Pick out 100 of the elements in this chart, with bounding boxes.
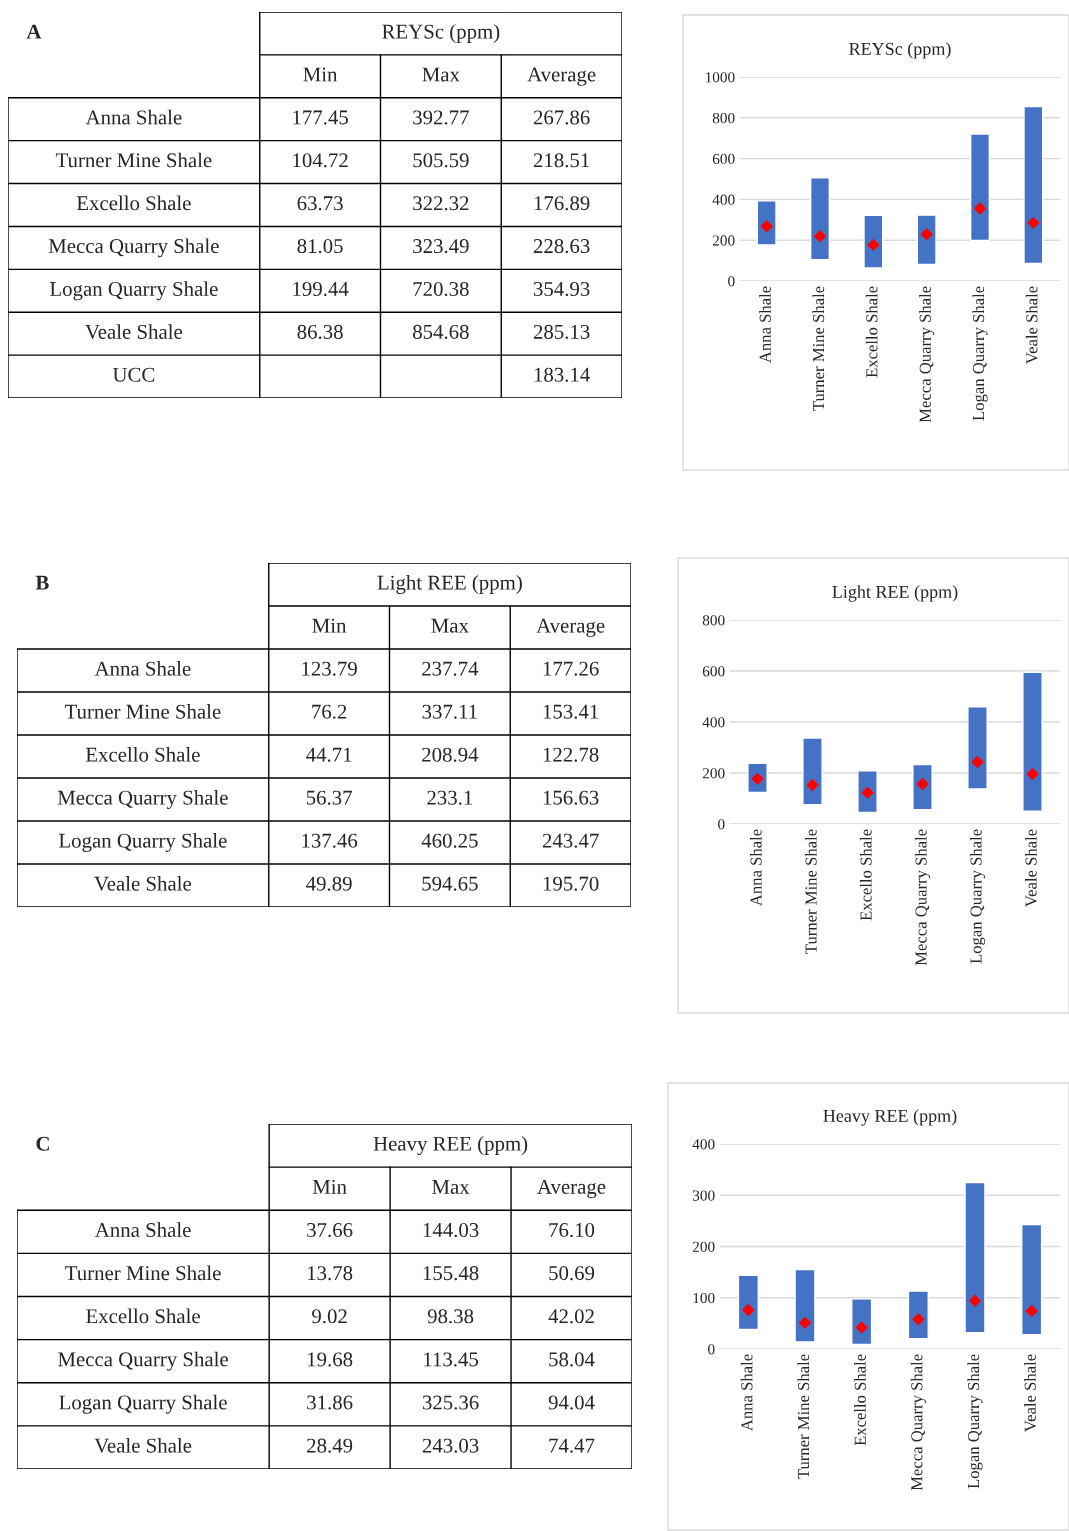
- category-label: Turner Mine Shale: [64, 704, 221, 719]
- text: 177.45: [293, 110, 348, 125]
- text: 19.68: [308, 1352, 353, 1367]
- bar: [967, 706, 988, 790]
- text: 74.47: [549, 1438, 595, 1453]
- x-tick-label: Anna Shale: [749, 829, 762, 906]
- bar: [809, 177, 831, 261]
- bar: [1023, 105, 1044, 265]
- point: [798, 1316, 812, 1330]
- text: 237.74: [422, 661, 479, 676]
- text: 63.73: [297, 196, 343, 211]
- text: 104.72: [293, 153, 348, 168]
- text: 183.14: [534, 367, 590, 382]
- text: 176.89: [534, 196, 590, 211]
- x-tick-label: Mecca Quarry Shale: [919, 286, 935, 423]
- category-label: Max: [432, 1180, 470, 1194]
- text: 86.38: [297, 324, 343, 339]
- category-label: Excello Shale: [86, 1308, 200, 1324]
- text: 9.02: [312, 1309, 347, 1324]
- category-label: Anna Shale: [94, 1222, 191, 1238]
- category-label: Min: [303, 67, 338, 82]
- text: B: [35, 575, 49, 590]
- text: Heavy REE (ppm): [373, 1136, 528, 1156]
- category-label: Excello Shale: [85, 747, 200, 762]
- y-tick-label: 200: [692, 1241, 715, 1252]
- text: 28.49: [307, 1438, 353, 1453]
- x-tick-label: Anna Shale: [740, 1354, 753, 1431]
- x-tick-label: Veale Shale: [1024, 1354, 1036, 1432]
- chart-title: REYSc (ppm): [849, 42, 951, 59]
- category-label: Average: [537, 1179, 606, 1199]
- category-label: Turner Mine Shale: [55, 152, 212, 168]
- y-tick-label: 100: [693, 1292, 715, 1304]
- x-tick-label: Logan Quarry Shale: [967, 1354, 983, 1489]
- text: 156.63: [543, 790, 599, 805]
- text: 228.63: [533, 239, 590, 254]
- category-label: Max: [431, 618, 469, 633]
- text: 243.47: [542, 833, 599, 848]
- category-label: Excello Shale: [76, 195, 191, 211]
- category-label: Average: [536, 618, 605, 637]
- y-tick-label: 1000: [705, 72, 735, 83]
- y-tick-label: 0: [708, 1344, 715, 1355]
- y-tick-label: 800: [702, 615, 725, 626]
- text: 44.71: [306, 747, 352, 762]
- x-tick-label: Mecca Quarry Shale: [914, 829, 931, 966]
- chart-title: Light REE (ppm): [832, 585, 958, 602]
- category-label: UCC: [112, 367, 155, 382]
- text: 76.2: [312, 704, 347, 719]
- bar: [1021, 1223, 1043, 1336]
- text: 98.38: [427, 1309, 474, 1324]
- point: [1025, 1304, 1038, 1318]
- point: [1027, 216, 1040, 230]
- bar: [863, 214, 884, 269]
- text: 854.68: [413, 324, 469, 339]
- x-tick-label: Excello Shale: [859, 829, 872, 921]
- bar: [1022, 671, 1043, 812]
- text: 199.44: [293, 281, 349, 297]
- text: 58.04: [549, 1352, 595, 1367]
- bar: [912, 763, 933, 811]
- y-tick-label: 600: [702, 666, 725, 677]
- text: 153.41: [543, 704, 599, 719]
- text: 505.59: [413, 153, 469, 168]
- x-tick-label: Excello Shale: [865, 286, 878, 378]
- text: 323.49: [413, 239, 469, 254]
- point: [806, 778, 819, 792]
- bar: [756, 200, 777, 246]
- text: 322.32: [413, 196, 469, 211]
- category-label: Anna Shale: [94, 661, 191, 676]
- x-tick-label: Veale Shale: [1025, 286, 1038, 364]
- text: 56.37: [306, 790, 352, 805]
- y-tick-label: 400: [712, 194, 735, 205]
- text: 81.05: [297, 239, 343, 254]
- x-tick-label: Turner Mine Shale: [797, 1354, 810, 1479]
- text: C: [36, 1136, 49, 1151]
- text: 354.93: [533, 281, 590, 297]
- text: 392.77: [413, 110, 469, 125]
- x-tick-label: Turner Mine Shale: [804, 829, 817, 954]
- x-tick-label: Logan Quarry Shale: [969, 829, 986, 964]
- text: 137.46: [302, 833, 358, 848]
- text: REYSc (ppm): [382, 24, 500, 43]
- point: [968, 1294, 982, 1308]
- text: 218.51: [533, 153, 590, 168]
- bar: [907, 1290, 929, 1340]
- text: 13.78: [308, 1266, 353, 1281]
- text: 325.36: [422, 1395, 479, 1410]
- chart-title: Heavy REE (ppm): [823, 1109, 957, 1126]
- text: 337.11: [422, 704, 477, 719]
- category-label: Min: [312, 1179, 347, 1194]
- category-label: Min: [312, 618, 347, 633]
- y-tick-label: 600: [712, 153, 735, 165]
- point: [971, 755, 984, 769]
- text: 267.86: [533, 110, 590, 125]
- y-tick-label: 0: [718, 819, 725, 830]
- text: 144.03: [423, 1222, 479, 1238]
- y-tick-label: 200: [712, 235, 735, 246]
- x-tick-label: Excello Shale: [854, 1354, 866, 1446]
- category-label: Anna Shale: [85, 109, 182, 125]
- text: 50.69: [549, 1266, 595, 1281]
- bar: [794, 1268, 816, 1343]
- y-tick-label: 400: [702, 717, 725, 728]
- bar: [916, 214, 937, 266]
